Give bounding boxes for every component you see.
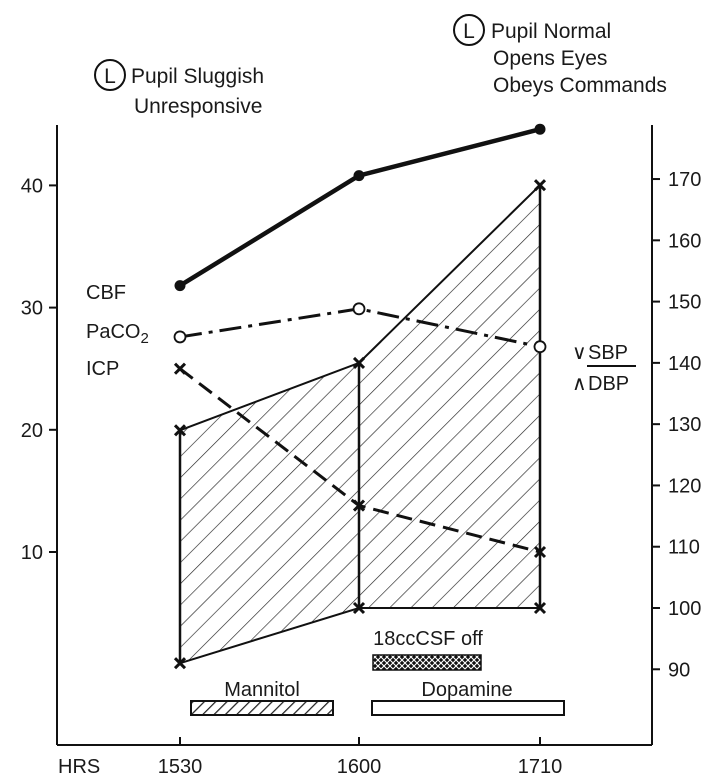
treatment-csf: 18ccCSF off	[372, 628, 483, 671]
dbp-point	[533, 601, 547, 615]
x-tick-label-1600: 1600	[337, 756, 382, 776]
treatment-dopamine: Dopamine	[371, 679, 565, 716]
series-label-cbf: CBF	[86, 282, 126, 304]
icp-point	[533, 545, 547, 559]
annotation-right-circle-letter: L	[463, 20, 475, 43]
cbf-point	[353, 170, 365, 182]
paco2-base: PaCO	[86, 321, 140, 343]
dbp-point	[173, 657, 187, 670]
right-axis-ticks: 90 100 110 120 130 140 150 160 170	[652, 169, 701, 681]
treatment-mannitol-bar	[190, 700, 334, 716]
right-tick-label-130: 130	[668, 414, 701, 436]
annotation-right: L Pupil Normal Opens Eyes Obeys Commands	[453, 14, 667, 97]
sbp-label: SBP	[588, 342, 628, 364]
annotation-right-line1: Pupil Normal	[491, 20, 611, 43]
right-tick-label-100: 100	[668, 598, 701, 620]
dbp-label: DBP	[588, 373, 629, 395]
series-label-paco2: PaCO2	[86, 321, 149, 347]
x-axis-ticks: 1530 1600 1710	[158, 737, 563, 776]
right-tick-label-150: 150	[668, 292, 701, 314]
right-tick-label-110: 110	[668, 537, 700, 559]
cbf-point	[174, 280, 186, 292]
left-axis-ticks: 10 20 30 40	[21, 175, 57, 564]
annotation-right-line3: Obeys Commands	[493, 74, 667, 97]
annotation-left-circle-letter: L	[104, 65, 116, 88]
x-axis-label: HRS	[58, 756, 100, 776]
treatment-dopamine-label: Dopamine	[421, 679, 512, 701]
right-tick-label-140: 140	[668, 353, 701, 375]
dbp-symbol: ∧	[572, 373, 587, 395]
annotation-left-line1: Pupil Sluggish	[131, 65, 264, 88]
right-tick-label-90: 90	[668, 659, 690, 681]
annotation-left: L Pupil Sluggish Unresponsive	[94, 59, 264, 118]
treatment-csf-bar	[372, 654, 482, 671]
treatment-mannitol: Mannitol	[190, 679, 334, 716]
x-tick-label-1710: 1710	[518, 756, 563, 776]
right-tick-label-170: 170	[668, 169, 701, 191]
treatment-mannitol-label: Mannitol	[224, 679, 300, 701]
left-tick-label-10: 10	[21, 542, 43, 564]
sbp-point	[173, 424, 187, 437]
paco2-sub: 2	[140, 330, 148, 347]
bp-band	[178, 184, 542, 665]
dbp-point	[352, 601, 366, 615]
sbp-symbol: ∨	[572, 342, 587, 364]
left-tick-label-30: 30	[21, 298, 43, 320]
bp-legend: ∨ SBP ∧ DBP	[572, 342, 636, 395]
icp-point	[352, 499, 366, 512]
right-tick-label-160: 160	[668, 230, 701, 252]
right-tick-label-120: 120	[668, 475, 701, 497]
treatment-dopamine-bar	[371, 700, 565, 716]
left-tick-label-40: 40	[21, 175, 43, 197]
annotation-right-line2: Opens Eyes	[493, 47, 607, 70]
annotation-right-circle	[453, 14, 485, 46]
sbp-point	[352, 356, 366, 369]
x-tick-label-1530: 1530	[158, 756, 203, 776]
series-layer	[173, 123, 547, 670]
paco2-point	[173, 330, 187, 344]
icp-point	[173, 362, 187, 375]
treatment-csf-label: 18ccCSF off	[373, 628, 483, 650]
cbf-point	[534, 123, 546, 135]
series-label-icp: ICP	[86, 358, 119, 380]
annotation-left-line2: Unresponsive	[134, 95, 262, 118]
annotation-left-circle	[94, 59, 126, 91]
sbp-point	[533, 179, 547, 192]
paco2-point	[533, 340, 547, 354]
paco2-point	[352, 302, 366, 316]
left-tick-label-20: 20	[21, 420, 43, 442]
